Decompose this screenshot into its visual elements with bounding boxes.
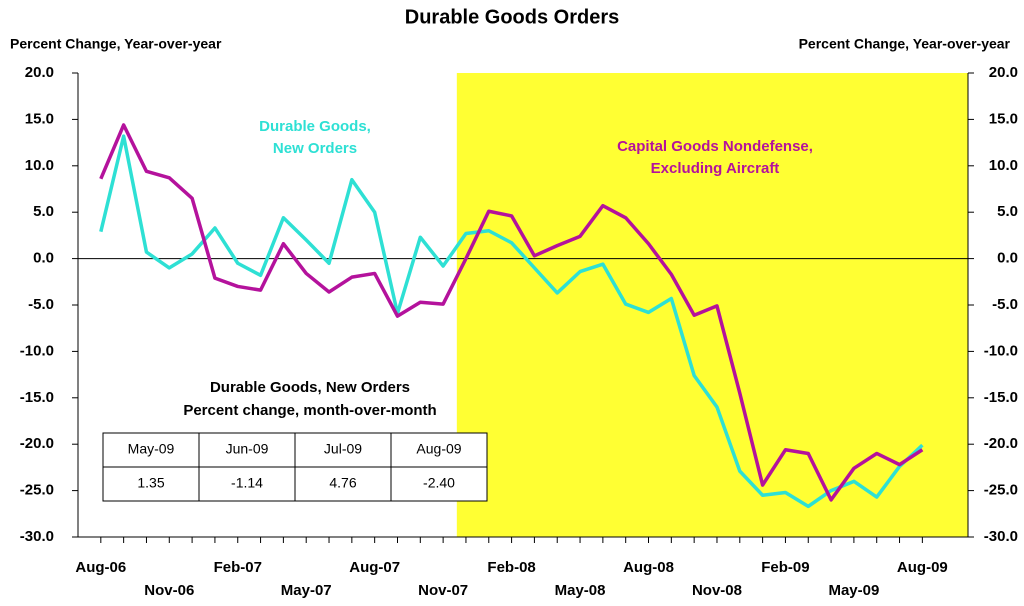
y2-tick-label: 0.0 xyxy=(997,250,1018,267)
y-tick-label: -5.0 xyxy=(28,296,54,313)
table-header: May-09 xyxy=(128,441,175,457)
series-line xyxy=(99,134,924,509)
y2-tick-label: -5.0 xyxy=(992,296,1018,313)
x-tick-label: Nov-08 xyxy=(692,582,742,599)
x-tick-label: Aug-07 xyxy=(349,559,400,576)
y2-tick-label: 10.0 xyxy=(989,157,1018,174)
table-cell: 4.76 xyxy=(329,475,356,491)
y2-tick-label: -15.0 xyxy=(984,389,1018,406)
x-tick-label: Aug-09 xyxy=(897,559,948,576)
x-tick-label: Feb-08 xyxy=(487,559,535,576)
y2-tick-label: 20.0 xyxy=(989,64,1018,81)
inset-title: Durable Goods, New Orders xyxy=(210,379,410,396)
y-tick-label: -15.0 xyxy=(20,389,54,406)
shaded-region xyxy=(456,73,968,537)
annotation: Excluding Aircraft xyxy=(651,160,780,177)
y-tick-label: 15.0 xyxy=(25,110,54,127)
y-tick-label: 20.0 xyxy=(25,64,54,81)
x-tick-label: Aug-06 xyxy=(75,559,126,576)
x-tick-label: Aug-08 xyxy=(623,559,674,576)
annotation: Durable Goods, xyxy=(259,118,371,135)
y-tick-label: 5.0 xyxy=(33,203,54,220)
y-tick-label: -20.0 xyxy=(20,435,54,452)
y-tick-label: -30.0 xyxy=(20,528,54,545)
x-tick-label: May-08 xyxy=(555,582,606,599)
annotation: New Orders xyxy=(273,140,357,157)
x-tick-label: Feb-09 xyxy=(761,559,809,576)
x-tick-label: May-09 xyxy=(828,582,879,599)
x-tick-label: Feb-07 xyxy=(214,559,262,576)
chart-title: Durable Goods Orders xyxy=(405,6,620,28)
y-tick-label: 10.0 xyxy=(25,157,54,174)
y2-tick-label: -20.0 xyxy=(984,435,1018,452)
y-tick-label: -25.0 xyxy=(20,482,54,499)
y2-tick-label: -30.0 xyxy=(984,528,1018,545)
table-header: Jul-09 xyxy=(324,441,362,457)
y2-tick-label: -25.0 xyxy=(984,482,1018,499)
table-header: Jun-09 xyxy=(226,441,269,457)
x-tick-label: Nov-07 xyxy=(418,582,468,599)
x-tick-label: Nov-06 xyxy=(144,582,194,599)
y2-tick-label: -10.0 xyxy=(984,342,1018,359)
table-cell: -2.40 xyxy=(423,475,455,491)
y-tick-label: -10.0 xyxy=(20,342,54,359)
annotation: Capital Goods Nondefense, xyxy=(617,138,813,155)
y-axis-label: Percent Change, Year-over-year xyxy=(10,36,222,52)
y-tick-label: 0.0 xyxy=(33,250,54,267)
y2-tick-label: 5.0 xyxy=(997,203,1018,220)
table-cell: 1.35 xyxy=(137,475,164,491)
table-header: Aug-09 xyxy=(416,441,461,457)
table-cell: -1.14 xyxy=(231,475,263,491)
y2-axis-label: Percent Change, Year-over-year xyxy=(799,36,1011,52)
x-tick-label: May-07 xyxy=(281,582,332,599)
series-line xyxy=(99,123,924,502)
inset-title: Percent change, month-over-month xyxy=(183,402,436,419)
y2-tick-label: 15.0 xyxy=(989,110,1018,127)
